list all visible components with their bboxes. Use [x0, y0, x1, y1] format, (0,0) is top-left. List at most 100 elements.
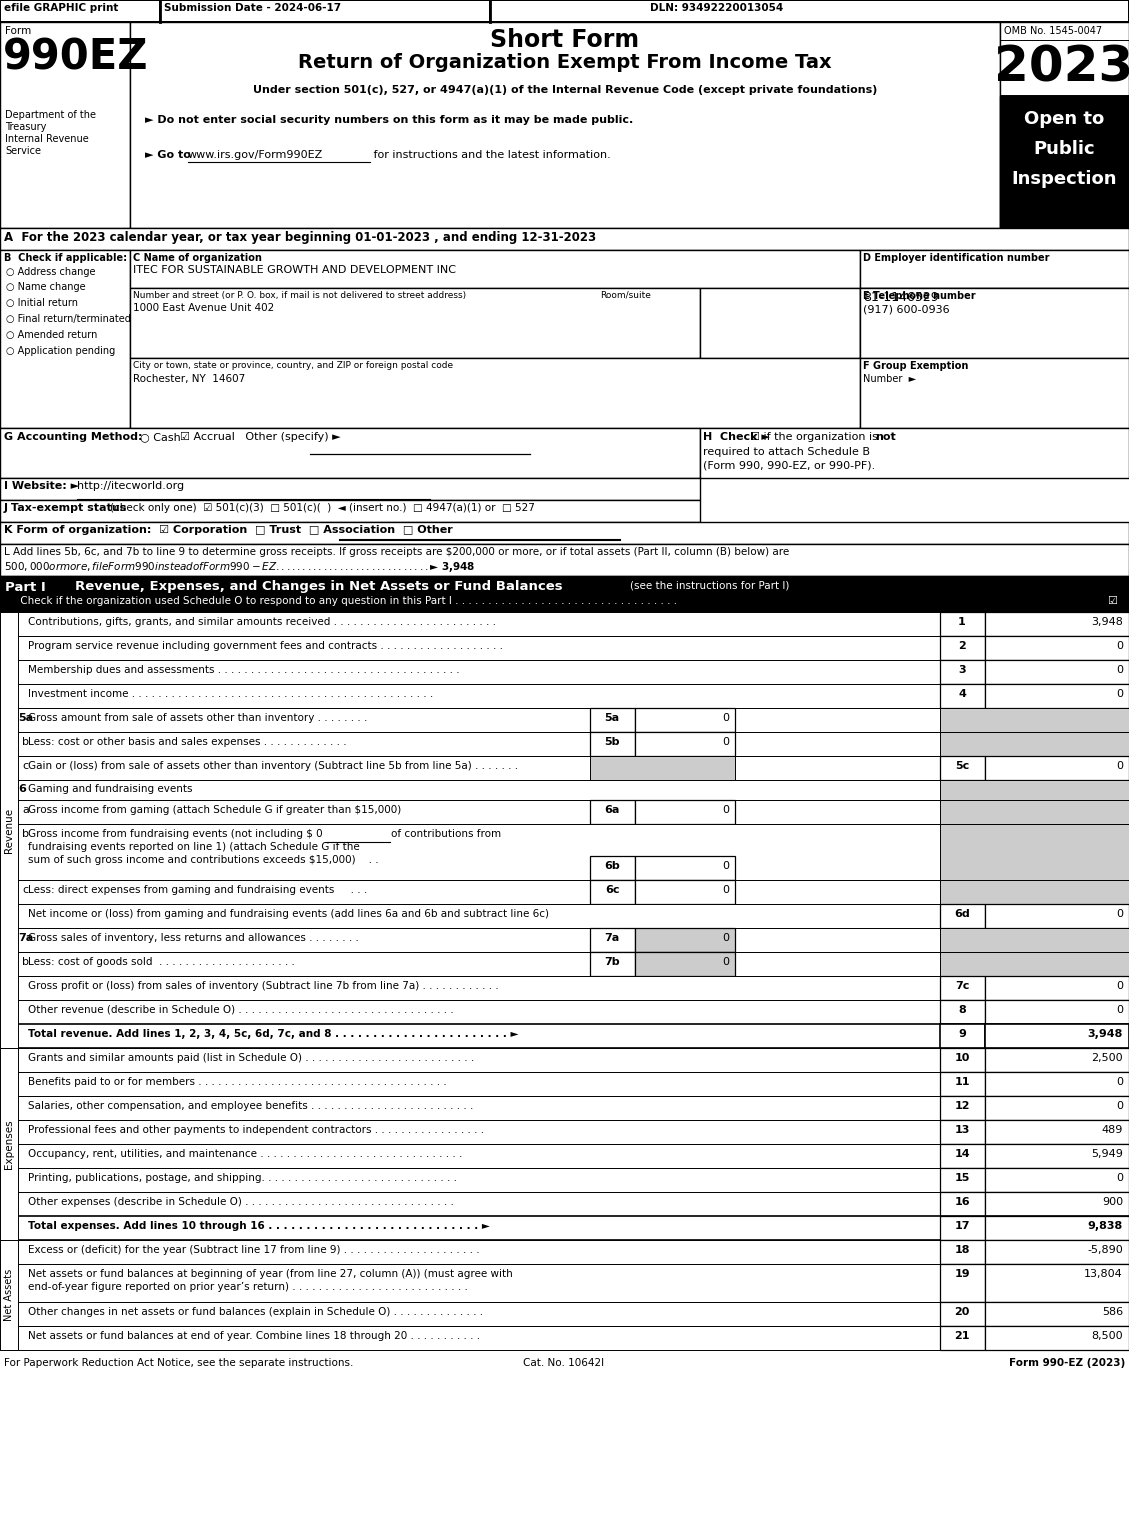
Text: Treasury: Treasury [5, 122, 46, 133]
Text: Gross amount from sale of assets other than inventory . . . . . . . .: Gross amount from sale of assets other t… [28, 714, 367, 723]
Bar [1000, 96, 1129, 229]
Bar [984, 612, 1129, 636]
Text: Part I: Part I [5, 581, 46, 595]
Text: ► Do not enter social security numbers on this form as it may be made public.: ► Do not enter social security numbers o… [145, 114, 633, 125]
Text: 2023: 2023 [995, 43, 1129, 92]
Text: 20: 20 [954, 1307, 970, 1318]
Bar [590, 801, 634, 824]
Text: Department of the: Department of the [5, 110, 96, 120]
Text: Room/suite: Room/suite [599, 291, 651, 300]
Text: 19: 19 [954, 1269, 970, 1279]
Bar [940, 636, 984, 660]
Text: 3,948: 3,948 [1087, 1029, 1123, 1039]
Text: H  Check ►: H Check ► [703, 432, 770, 442]
Text: 12: 12 [954, 1101, 970, 1112]
Text: Number and street (or P. O. box, if mail is not delivered to street address): Number and street (or P. O. box, if mail… [133, 291, 466, 300]
Text: I Website: ►: I Website: ► [5, 480, 79, 491]
Bar [700, 288, 860, 358]
Bar [0, 801, 1129, 824]
Bar [984, 1072, 1129, 1096]
Bar [0, 1119, 1129, 1144]
Text: Expenses: Expenses [5, 1119, 14, 1168]
Text: 17: 17 [954, 1222, 970, 1231]
Text: 0: 0 [723, 933, 729, 942]
Bar [984, 1048, 1129, 1072]
Text: Grants and similar amounts paid (list in Schedule O) . . . . . . . . . . . . . .: Grants and similar amounts paid (list in… [28, 1052, 474, 1063]
Text: 3: 3 [959, 665, 965, 676]
Bar [940, 904, 984, 929]
Bar [130, 21, 1000, 229]
Text: Public: Public [1033, 140, 1095, 159]
Text: (check only one)  ☑ 501(c)(3)  □ 501(c)(  )  ◄ (insert no.)  □ 4947(a)(1) or  □ : (check only one) ☑ 501(c)(3) □ 501(c)( )… [110, 503, 535, 512]
Bar [634, 952, 735, 976]
Bar [940, 801, 1129, 824]
Bar [0, 1240, 18, 1350]
Text: 0: 0 [1115, 909, 1123, 920]
Text: 14: 14 [954, 1148, 970, 1159]
Text: K Form of organization:  ☑ Corporation  □ Trust  □ Association  □ Other: K Form of organization: ☑ Corporation □ … [5, 525, 453, 535]
Text: -5,890: -5,890 [1087, 1244, 1123, 1255]
Bar [940, 1072, 984, 1096]
Text: Contributions, gifts, grants, and similar amounts received . . . . . . . . . . .: Contributions, gifts, grants, and simila… [28, 618, 496, 627]
Bar [0, 1193, 1129, 1215]
Bar [590, 856, 634, 880]
Text: Total expenses. Add lines 10 through 16 . . . . . . . . . . . . . . . . . . . . : Total expenses. Add lines 10 through 16 … [28, 1222, 490, 1231]
Text: Number  ►: Number ► [863, 374, 916, 384]
Bar [984, 1023, 1129, 1048]
Text: City or town, state or province, country, and ZIP or foreign postal code: City or town, state or province, country… [133, 361, 453, 371]
Bar [130, 250, 860, 288]
Bar [0, 929, 1129, 952]
Bar [940, 1144, 984, 1168]
Text: required to attach Schedule B: required to attach Schedule B [703, 447, 870, 458]
Text: 21: 21 [954, 1331, 970, 1340]
Bar [0, 1168, 1129, 1193]
Bar [940, 1168, 984, 1193]
Text: 0: 0 [1115, 665, 1123, 676]
Bar [1, 2, 159, 21]
Bar [634, 880, 735, 904]
Text: 0: 0 [1115, 1077, 1123, 1087]
Text: Under section 501(c), 527, or 4947(a)(1) of the Internal Revenue Code (except pr: Under section 501(c), 527, or 4947(a)(1)… [253, 85, 877, 95]
Text: 9,838: 9,838 [1087, 1222, 1123, 1231]
Text: 1: 1 [959, 618, 966, 627]
Text: end-of-year figure reported on prior year’s return) . . . . . . . . . . . . . . : end-of-year figure reported on prior yea… [28, 1283, 467, 1292]
Text: Revenue, Expenses, and Changes in Net Assets or Fund Balances: Revenue, Expenses, and Changes in Net As… [75, 580, 562, 593]
Text: ☑ if the organization is: ☑ if the organization is [750, 432, 882, 442]
Bar [0, 21, 130, 229]
Text: www.irs.gov/Form990EZ: www.irs.gov/Form990EZ [189, 149, 323, 160]
Bar [940, 1240, 984, 1264]
Text: Short Form: Short Form [490, 27, 639, 52]
Bar [0, 685, 1129, 708]
Text: $500,000 or more, file Form 990 instead of Form 990-EZ . . . . . . . . . . . . .: $500,000 or more, file Form 990 instead … [5, 560, 475, 573]
Text: Form 990-EZ (2023): Form 990-EZ (2023) [1008, 1357, 1124, 1368]
Text: 8: 8 [959, 1005, 966, 1016]
Bar [0, 1072, 1129, 1096]
Text: (see the instructions for Part I): (see the instructions for Part I) [630, 580, 789, 590]
Text: 5a: 5a [604, 714, 620, 723]
Bar [984, 1000, 1129, 1023]
Bar [0, 779, 1129, 801]
Text: 0: 0 [723, 737, 729, 747]
Text: 900: 900 [1102, 1197, 1123, 1206]
Bar [860, 288, 1129, 358]
Text: For Paperwork Reduction Act Notice, see the separate instructions.: For Paperwork Reduction Act Notice, see … [5, 1357, 353, 1368]
Text: 6a: 6a [604, 805, 620, 814]
Text: c: c [21, 884, 28, 895]
Text: 0: 0 [723, 862, 729, 871]
Text: Other changes in net assets or fund balances (explain in Schedule O) . . . . . .: Other changes in net assets or fund bala… [28, 1307, 483, 1318]
Text: Other revenue (describe in Schedule O) . . . . . . . . . . . . . . . . . . . . .: Other revenue (describe in Schedule O) .… [28, 1005, 454, 1016]
Text: OMB No. 1545-0047: OMB No. 1545-0047 [1004, 26, 1102, 37]
Bar [590, 929, 634, 952]
Bar [0, 660, 1129, 685]
Text: Open to: Open to [1024, 110, 1104, 128]
Bar [940, 1023, 984, 1048]
Text: Inspection: Inspection [1012, 169, 1117, 188]
Bar [984, 1193, 1129, 1215]
Text: ☑: ☑ [1108, 596, 1117, 605]
Bar [940, 1302, 984, 1327]
Text: 586: 586 [1102, 1307, 1123, 1318]
Bar [984, 636, 1129, 660]
Bar [0, 1240, 1129, 1264]
Text: 9: 9 [959, 1029, 966, 1039]
Bar [0, 756, 1129, 779]
